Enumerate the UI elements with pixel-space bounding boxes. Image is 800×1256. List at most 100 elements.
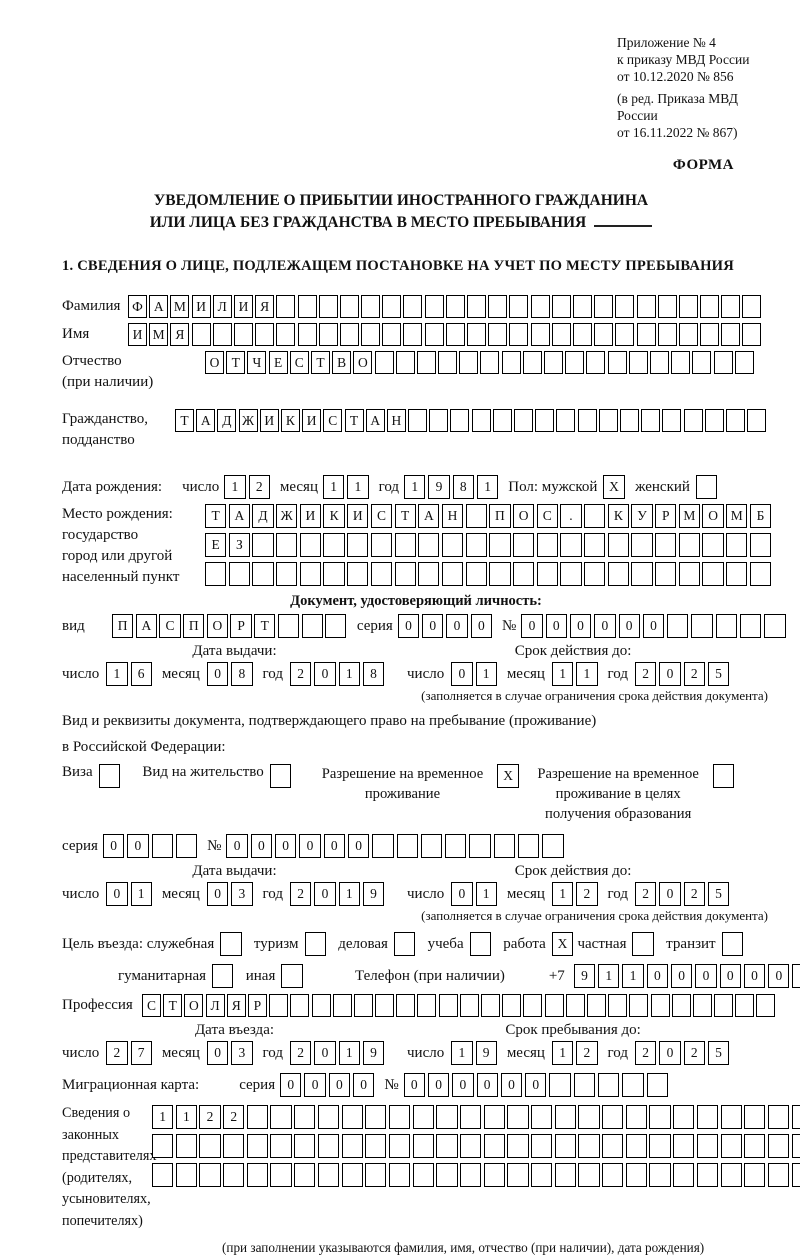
char-cell[interactable]	[673, 1163, 695, 1187]
char-cell[interactable]: 0	[127, 834, 149, 858]
char-cell[interactable]	[294, 1134, 316, 1158]
char-cell[interactable]	[607, 562, 629, 586]
char-cell[interactable]	[726, 533, 748, 557]
char-cell[interactable]: 1	[598, 964, 620, 988]
purpose-other-checkbox[interactable]	[281, 964, 305, 988]
char-cell[interactable]	[294, 1163, 316, 1187]
char-cell[interactable]: С	[370, 504, 393, 528]
char-cell[interactable]	[692, 351, 712, 374]
char-cell[interactable]: 0	[451, 662, 473, 686]
char-cell[interactable]	[725, 409, 745, 432]
char-cell[interactable]	[544, 994, 564, 1017]
char-cell[interactable]	[756, 994, 776, 1017]
char-cell[interactable]: 2	[106, 1041, 128, 1065]
char-cell[interactable]	[467, 323, 486, 346]
char-cell[interactable]	[625, 1134, 648, 1158]
char-cell[interactable]: А	[196, 409, 216, 432]
char-cell[interactable]	[544, 351, 563, 374]
char-cell[interactable]	[270, 1163, 292, 1187]
char-cell[interactable]	[361, 295, 381, 318]
char-cell[interactable]	[584, 533, 606, 557]
char-cell[interactable]	[586, 994, 606, 1017]
char-cell[interactable]: Н	[386, 409, 406, 432]
char-cell[interactable]: 9	[362, 1041, 385, 1065]
char-cell[interactable]	[628, 351, 648, 374]
edu-permit-checkbox[interactable]	[713, 764, 737, 788]
char-cell[interactable]	[441, 562, 464, 586]
char-cell[interactable]: 0	[446, 614, 468, 638]
char-cell[interactable]	[791, 1105, 800, 1129]
char-cell[interactable]	[417, 994, 437, 1017]
char-cell[interactable]: 0	[314, 1041, 336, 1065]
char-cell[interactable]: И	[233, 295, 253, 318]
char-cell[interactable]	[445, 323, 465, 346]
char-cell[interactable]	[488, 323, 508, 346]
char-cell[interactable]	[341, 1105, 363, 1129]
char-cell[interactable]	[339, 323, 359, 346]
char-cell[interactable]	[662, 409, 682, 432]
char-cell[interactable]: О	[184, 994, 204, 1017]
char-cell[interactable]	[152, 1163, 174, 1187]
char-cell[interactable]	[252, 533, 274, 557]
char-cell[interactable]: 1	[338, 882, 360, 906]
char-cell[interactable]	[671, 994, 691, 1017]
char-cell[interactable]	[578, 1105, 600, 1129]
char-cell[interactable]	[671, 351, 691, 374]
char-cell[interactable]	[514, 409, 533, 432]
char-cell[interactable]: Л	[205, 994, 225, 1017]
char-cell[interactable]	[325, 614, 347, 638]
char-cell[interactable]	[607, 533, 629, 557]
char-cell[interactable]: 2	[635, 882, 657, 906]
char-cell[interactable]	[704, 409, 724, 432]
char-cell[interactable]: 8	[231, 662, 253, 686]
purpose-transit-checkbox[interactable]	[721, 932, 746, 956]
char-cell[interactable]: О	[206, 614, 229, 638]
char-cell[interactable]	[692, 994, 712, 1017]
char-cell[interactable]: К	[280, 409, 300, 432]
char-cell[interactable]: 0	[452, 1073, 474, 1097]
char-cell[interactable]: 1	[322, 475, 345, 499]
char-cell[interactable]	[530, 295, 550, 318]
char-cell[interactable]: И	[259, 409, 279, 432]
char-cell[interactable]	[276, 323, 296, 346]
char-cell[interactable]	[586, 351, 606, 374]
char-cell[interactable]: 0	[500, 1073, 523, 1097]
char-cell[interactable]	[744, 1134, 766, 1158]
char-cell[interactable]	[317, 1134, 340, 1158]
char-cell[interactable]	[678, 533, 701, 557]
char-cell[interactable]: 0	[545, 614, 567, 638]
char-cell[interactable]	[418, 562, 440, 586]
char-cell[interactable]: X	[551, 932, 574, 956]
char-cell[interactable]	[636, 295, 656, 318]
char-cell[interactable]	[465, 562, 487, 586]
char-cell[interactable]	[608, 994, 628, 1017]
char-cell[interactable]	[615, 295, 635, 318]
char-cell[interactable]	[531, 1134, 553, 1158]
char-cell[interactable]	[622, 1073, 644, 1097]
char-cell[interactable]: 1	[404, 475, 426, 499]
char-cell[interactable]: Е	[268, 351, 288, 374]
char-cell[interactable]	[151, 834, 173, 858]
char-cell[interactable]: 1	[551, 662, 574, 686]
char-cell[interactable]: Я	[170, 323, 190, 346]
char-cell[interactable]: О	[353, 351, 373, 374]
char-cell[interactable]	[450, 409, 470, 432]
char-cell[interactable]	[720, 1105, 742, 1129]
char-cell[interactable]	[281, 964, 303, 988]
char-cell[interactable]: У	[631, 504, 653, 528]
char-cell[interactable]	[584, 504, 606, 528]
char-cell[interactable]: Д	[252, 504, 274, 528]
char-cell[interactable]: О	[205, 351, 224, 374]
char-cell[interactable]	[565, 351, 585, 374]
char-cell[interactable]: 1	[475, 882, 497, 906]
char-cell[interactable]	[578, 1134, 600, 1158]
